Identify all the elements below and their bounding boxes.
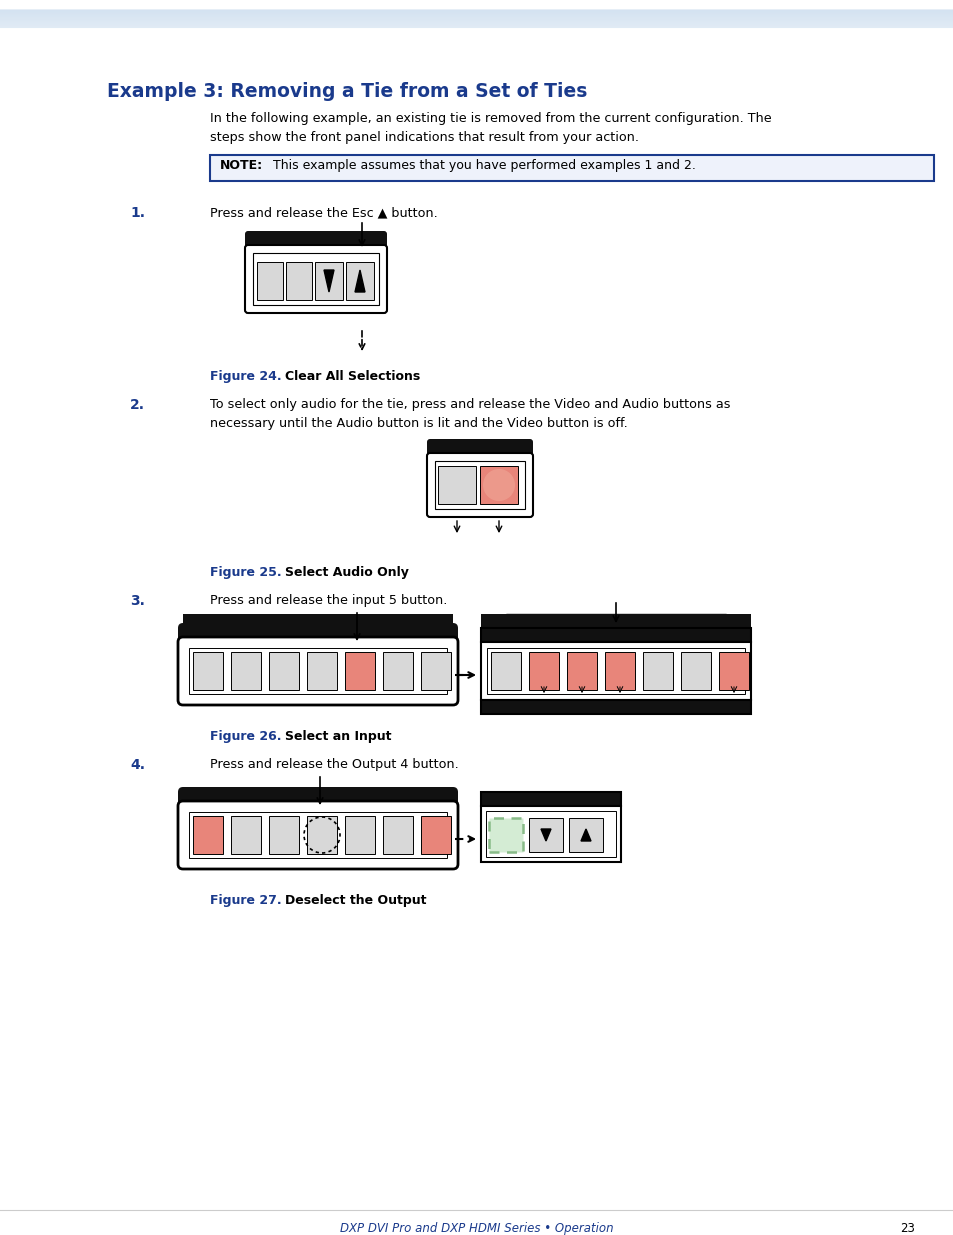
- Bar: [314, 262, 343, 300]
- Bar: [248, 296, 384, 310]
- Bar: [435, 461, 524, 509]
- Bar: [420, 652, 451, 690]
- Text: 2.: 2.: [130, 398, 145, 412]
- FancyBboxPatch shape: [427, 438, 533, 517]
- Text: In the following example, an existing tie is removed from the current configurat: In the following example, an existing ti…: [210, 112, 771, 143]
- Bar: [345, 816, 375, 853]
- Text: This example assumes that you have performed examples 1 and 2.: This example assumes that you have perfo…: [265, 159, 695, 172]
- Bar: [307, 652, 336, 690]
- Circle shape: [482, 469, 515, 501]
- Bar: [437, 466, 476, 504]
- Bar: [269, 652, 298, 690]
- Bar: [489, 818, 522, 852]
- Bar: [480, 629, 750, 642]
- Bar: [0, 10, 953, 28]
- Text: Figure 24.: Figure 24.: [210, 370, 281, 383]
- Text: Figure 25.: Figure 25.: [210, 566, 281, 579]
- Bar: [189, 811, 447, 858]
- Text: Press and release the Esc ▲ button.: Press and release the Esc ▲ button.: [210, 206, 437, 219]
- Bar: [479, 466, 517, 504]
- Bar: [382, 652, 413, 690]
- Text: Deselect the Output: Deselect the Output: [285, 894, 426, 906]
- Text: Press and release the input 5 button.: Press and release the input 5 button.: [210, 594, 447, 606]
- Text: 4.: 4.: [130, 758, 145, 772]
- Bar: [480, 700, 750, 714]
- Bar: [253, 253, 378, 305]
- Text: 23: 23: [899, 1221, 914, 1235]
- Bar: [231, 816, 261, 853]
- Bar: [719, 652, 748, 690]
- Text: Press and release the Output 4 button.: Press and release the Output 4 button.: [210, 758, 458, 771]
- Bar: [486, 648, 744, 694]
- Polygon shape: [580, 829, 590, 841]
- Bar: [183, 614, 453, 629]
- Bar: [269, 816, 298, 853]
- Bar: [529, 652, 558, 690]
- Bar: [480, 642, 750, 700]
- Bar: [480, 806, 620, 862]
- Polygon shape: [355, 270, 365, 291]
- Bar: [231, 652, 261, 690]
- Polygon shape: [540, 829, 551, 841]
- Text: Example 3: Removing a Tie from a Set of Ties: Example 3: Removing a Tie from a Set of …: [107, 82, 587, 101]
- Text: Select Audio Only: Select Audio Only: [285, 566, 409, 579]
- FancyBboxPatch shape: [178, 622, 457, 705]
- Bar: [345, 652, 375, 690]
- FancyBboxPatch shape: [178, 802, 457, 869]
- Text: 1.: 1.: [130, 206, 145, 220]
- Bar: [568, 818, 602, 852]
- Text: NOTE:: NOTE:: [220, 159, 263, 172]
- Bar: [256, 262, 283, 300]
- Text: 3.: 3.: [130, 594, 145, 608]
- Bar: [566, 652, 597, 690]
- Bar: [193, 652, 223, 690]
- Bar: [189, 648, 447, 694]
- FancyBboxPatch shape: [245, 245, 387, 312]
- Bar: [491, 652, 520, 690]
- Bar: [480, 792, 620, 806]
- Text: Figure 27.: Figure 27.: [210, 894, 281, 906]
- Text: To select only audio for the tie, press and release the Video and Audio buttons : To select only audio for the tie, press …: [210, 398, 730, 430]
- FancyBboxPatch shape: [427, 453, 533, 517]
- Bar: [529, 818, 562, 852]
- Text: DXP DVI Pro and DXP HDMI Series • Operation: DXP DVI Pro and DXP HDMI Series • Operat…: [339, 1221, 613, 1235]
- FancyBboxPatch shape: [178, 787, 457, 869]
- Polygon shape: [324, 270, 334, 291]
- Bar: [485, 811, 616, 857]
- Bar: [286, 262, 312, 300]
- Bar: [307, 816, 336, 853]
- Bar: [480, 614, 750, 629]
- FancyBboxPatch shape: [178, 637, 457, 705]
- Text: Clear All Selections: Clear All Selections: [285, 370, 420, 383]
- Bar: [680, 652, 710, 690]
- Bar: [604, 652, 635, 690]
- Bar: [210, 156, 933, 182]
- Bar: [505, 614, 725, 629]
- Text: Select an Input: Select an Input: [285, 730, 391, 743]
- Bar: [346, 262, 374, 300]
- Bar: [430, 500, 530, 514]
- Text: Figure 26.: Figure 26.: [210, 730, 281, 743]
- Bar: [193, 816, 223, 853]
- Bar: [642, 652, 672, 690]
- Bar: [382, 816, 413, 853]
- FancyBboxPatch shape: [245, 231, 387, 312]
- Bar: [420, 816, 451, 853]
